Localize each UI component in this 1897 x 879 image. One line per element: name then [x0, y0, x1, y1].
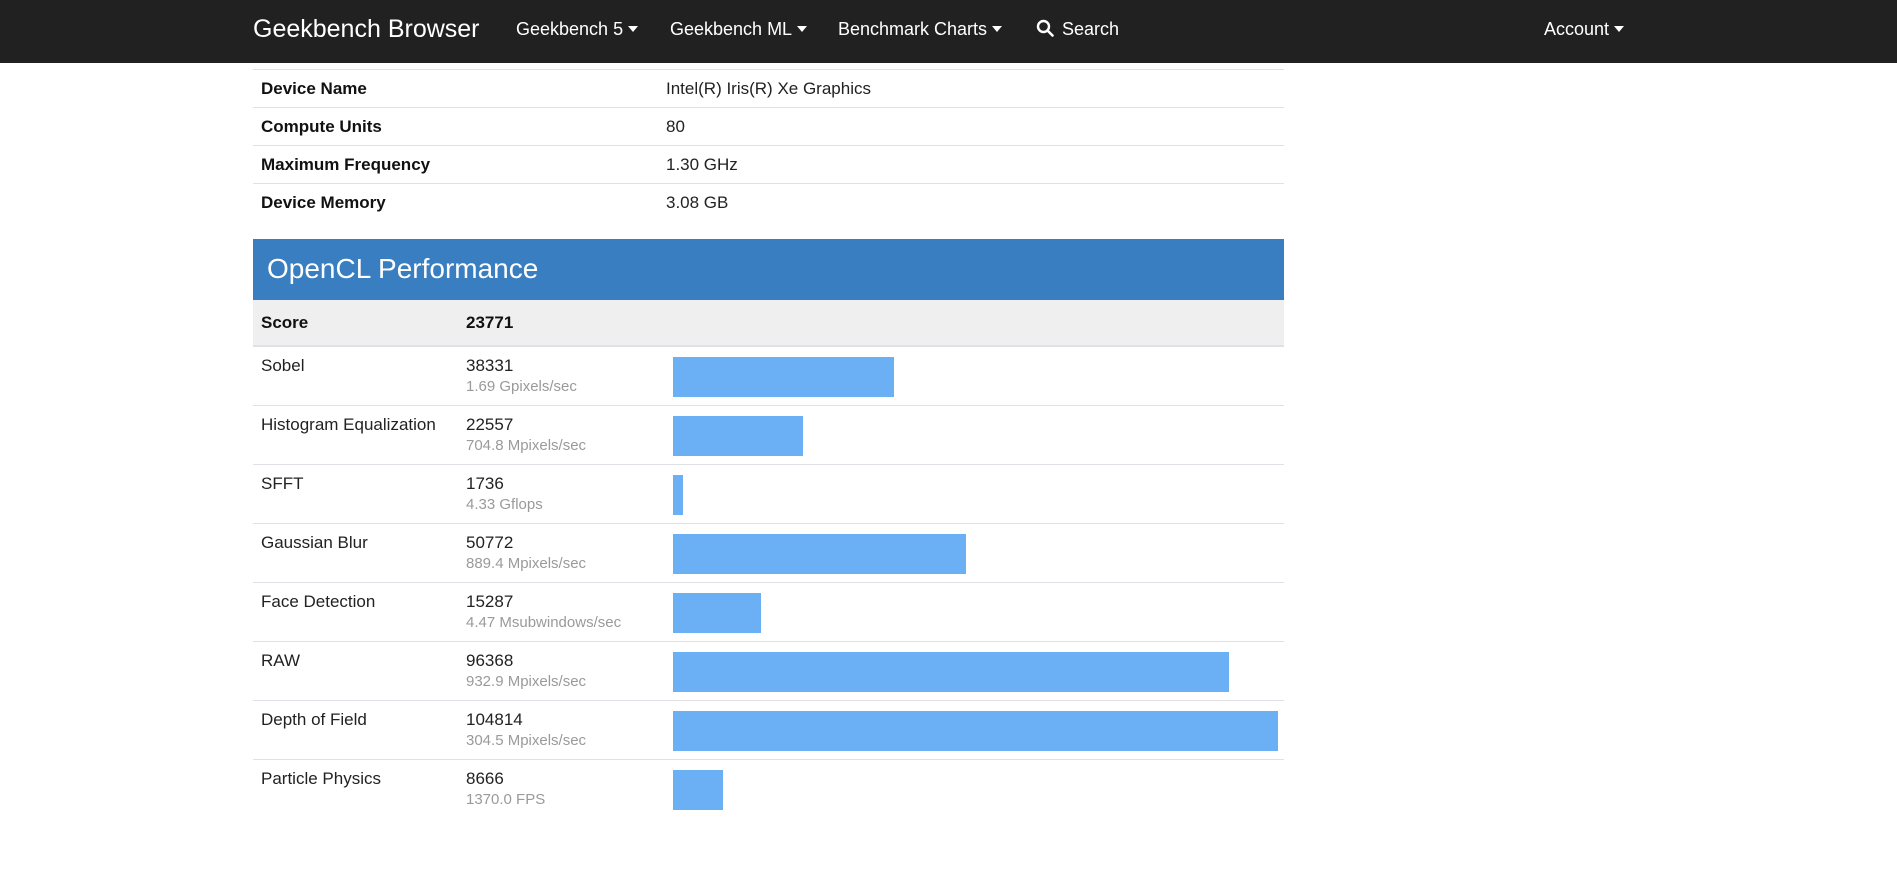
benchmark-row: Face Detection 15287 4.47 Msubwindows/se…: [253, 583, 1284, 642]
score-bar: [673, 711, 1278, 751]
nav-account-label: Account: [1544, 19, 1610, 39]
benchmark-score: 96368: [466, 651, 514, 670]
bar-track: [673, 475, 1278, 515]
caret-down-icon: [628, 26, 639, 32]
benchmark-row: SFFT 1736 4.33 Gflops: [253, 465, 1284, 524]
score-row: Score 23771: [253, 300, 1284, 347]
caret-down-icon: [992, 26, 1003, 32]
benchmark-row: Histogram Equalization 22557 704.8 Mpixe…: [253, 406, 1284, 465]
device-row: Device Name Intel(R) Iris(R) Xe Graphics: [253, 69, 1284, 107]
benchmark-name: Depth of Field: [261, 710, 367, 729]
score-bar: [673, 357, 894, 397]
score-bar: [673, 416, 803, 456]
nav-search-link[interactable]: Search: [1036, 19, 1119, 42]
device-row-label: Maximum Frequency: [261, 154, 431, 174]
bar-track: [673, 652, 1278, 692]
benchmark-unit: 4.33 Gflops: [466, 496, 543, 513]
caret-down-icon: [1614, 26, 1625, 32]
benchmark-unit: 1370.0 FPS: [466, 791, 546, 808]
benchmark-score: 15287: [466, 592, 514, 611]
opencl-section-header: OpenCL Performance: [253, 239, 1284, 300]
bar-track: [673, 593, 1278, 633]
search-icon: [1036, 19, 1054, 42]
device-row: Device Memory 3.08 GB: [253, 183, 1284, 221]
benchmark-row: RAW 96368 932.9 Mpixels/sec: [253, 642, 1284, 701]
score-bar: [673, 475, 683, 515]
nav-benchmark-charts-dropdown[interactable]: Benchmark Charts: [838, 19, 1003, 40]
score-bar: [673, 534, 966, 574]
score-bar: [673, 593, 761, 633]
nav-account-dropdown[interactable]: Account: [1544, 19, 1625, 40]
section-title: OpenCL Performance: [267, 253, 539, 284]
nav-search-label: Search: [1062, 19, 1120, 39]
benchmark-unit: 1.69 Gpixels/sec: [466, 378, 577, 395]
benchmark-list: Sobel 38331 1.69 Gpixels/sec Histogram E…: [253, 347, 1284, 818]
score-value: 23771: [466, 313, 514, 332]
benchmark-name: Gaussian Blur: [261, 533, 368, 552]
benchmark-name: Sobel: [261, 356, 305, 375]
main-content: Device Name Intel(R) Iris(R) Xe Graphics…: [253, 63, 1284, 810]
bar-track: [673, 770, 1278, 810]
caret-down-icon: [797, 26, 808, 32]
device-row-value: 3.08 GB: [666, 192, 729, 212]
benchmark-unit: 704.8 Mpixels/sec: [466, 437, 587, 454]
bar-track: [673, 357, 1278, 397]
bar-track: [673, 534, 1278, 574]
nav-geekbench-5-dropdown[interactable]: Geekbench 5: [516, 19, 639, 40]
device-row-label: Compute Units: [261, 116, 382, 136]
benchmark-unit: 889.4 Mpixels/sec: [466, 555, 587, 572]
benchmark-name: Particle Physics: [261, 769, 381, 788]
benchmark-unit: 932.9 Mpixels/sec: [466, 673, 587, 690]
benchmark-row: Sobel 38331 1.69 Gpixels/sec: [253, 347, 1284, 406]
device-row-label: Device Name: [261, 78, 367, 98]
score-bar: [673, 770, 723, 810]
nav-geekbench-ml-dropdown[interactable]: Geekbench ML: [670, 19, 808, 40]
device-row-value: Intel(R) Iris(R) Xe Graphics: [666, 78, 871, 98]
benchmark-row: Particle Physics 8666 1370.0 FPS: [253, 760, 1284, 818]
device-row: Maximum Frequency 1.30 GHz: [253, 145, 1284, 183]
score-label: Score: [261, 313, 309, 332]
device-row-value: 1.30 GHz: [666, 154, 738, 174]
device-row: Compute Units 80: [253, 107, 1284, 145]
benchmark-row: Gaussian Blur 50772 889.4 Mpixels/sec: [253, 524, 1284, 583]
benchmark-name: SFFT: [261, 474, 304, 493]
bar-track: [673, 416, 1278, 456]
device-row-value: 80: [666, 116, 685, 136]
top-navbar: Geekbench Browser Geekbench 5 Geekbench …: [0, 0, 1897, 63]
brand-logo-link[interactable]: Geekbench Browser: [253, 15, 480, 43]
benchmark-score: 50772: [466, 533, 514, 552]
nav-benchmark-charts-label: Benchmark Charts: [838, 19, 988, 39]
benchmark-unit: 4.47 Msubwindows/sec: [466, 614, 622, 631]
device-row-label: Device Memory: [261, 192, 386, 212]
benchmark-row: Depth of Field 104814 304.5 Mpixels/sec: [253, 701, 1284, 760]
benchmark-score: 22557: [466, 415, 514, 434]
bar-track: [673, 711, 1278, 751]
device-info-table: Device Name Intel(R) Iris(R) Xe Graphics…: [253, 69, 1284, 221]
benchmark-name: RAW: [261, 651, 301, 670]
benchmark-name: Face Detection: [261, 592, 376, 611]
benchmark-score: 8666: [466, 769, 504, 788]
benchmark-score: 104814: [466, 710, 523, 729]
nav-geekbench-5-label: Geekbench 5: [516, 19, 624, 39]
benchmark-name: Histogram Equalization: [261, 415, 436, 434]
nav-geekbench-ml-label: Geekbench ML: [670, 19, 793, 39]
benchmark-score: 38331: [466, 356, 514, 375]
benchmark-score: 1736: [466, 474, 504, 493]
score-bar: [673, 652, 1229, 692]
benchmark-unit: 304.5 Mpixels/sec: [466, 732, 587, 749]
